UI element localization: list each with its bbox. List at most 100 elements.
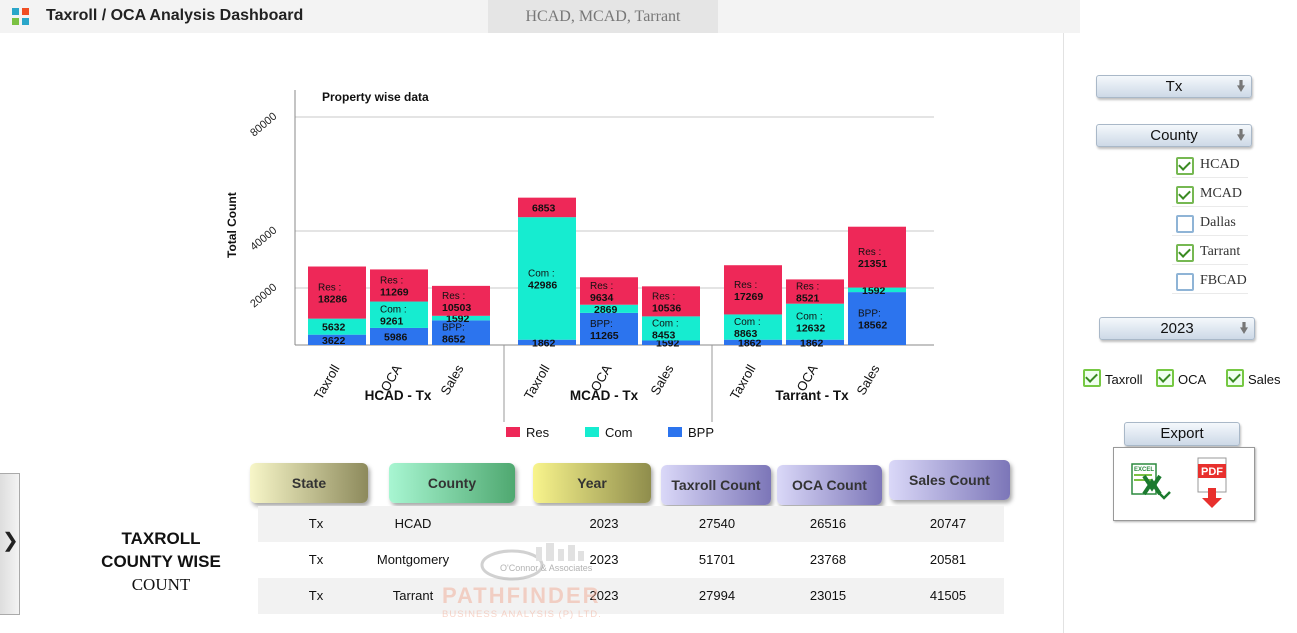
checkbox-empty-icon[interactable] (1176, 273, 1194, 291)
metric-checkbox-oca[interactable]: OCA (1156, 369, 1224, 389)
header-oca-count[interactable]: OCA Count (777, 465, 882, 505)
y-tick-labels: 20000 40000 80000 (248, 110, 279, 310)
y-axis-label: Total Count (225, 192, 239, 258)
data-label-prefix: Res : (318, 283, 341, 294)
dropdown-arrow-icon (1240, 322, 1248, 334)
bar-bpp-2-0[interactable] (724, 339, 782, 345)
bar-bpp-1-2[interactable] (642, 340, 700, 345)
data-label: 11265 (590, 330, 619, 342)
bar-com-1-2[interactable] (642, 316, 700, 341)
bar-com-1-1[interactable] (580, 304, 638, 313)
metric-checkbox-sales[interactable]: Sales (1226, 369, 1294, 389)
table-cell: 20581 (929, 552, 967, 567)
bar-com-2-0[interactable] (724, 314, 782, 340)
data-label: 1862 (800, 337, 824, 349)
data-label-prefix: BPP: (442, 323, 465, 334)
table-row[interactable]: Tx Montgomery 2023 51701 23768 20581 (258, 542, 1004, 578)
chart-gridlines (295, 116, 934, 289)
header-taxroll-count[interactable]: Taxroll Count (661, 465, 771, 505)
header-sales-count[interactable]: Sales Count (889, 460, 1010, 500)
bar-res-1-1[interactable] (580, 277, 638, 305)
bar-res-1-2[interactable] (642, 286, 700, 317)
data-label: 1862 (532, 337, 556, 349)
table-cell: 41505 (929, 588, 967, 603)
bar-com-0-1[interactable] (370, 301, 428, 328)
bar-com-0-2[interactable] (432, 315, 490, 321)
county-checkbox-fbcad[interactable]: FBCAD (1172, 269, 1248, 294)
data-label: 10503 (442, 302, 471, 314)
checkbox-checked-icon[interactable] (1176, 244, 1194, 262)
group-label: Tarrant - Tx (775, 388, 849, 403)
dropdown-arrow-icon (1237, 80, 1245, 92)
year-dropdown[interactable]: 2023 (1099, 317, 1255, 340)
stacked-bar-chart: Property wise data Total Count 20000 4000… (225, 90, 934, 440)
chart-title: Property wise data (322, 90, 429, 104)
header-state[interactable]: State (250, 463, 368, 503)
bar-bpp-0-2[interactable] (432, 320, 490, 345)
export-button[interactable]: Export (1124, 422, 1240, 446)
group-label: MCAD - Tx (570, 388, 639, 403)
legend-swatch-res (506, 427, 520, 437)
checkbox-checked-icon[interactable] (1176, 157, 1194, 175)
group-separators (503, 345, 713, 422)
county-dropdown[interactable]: County (1096, 124, 1252, 147)
bar-res-2-1[interactable] (786, 279, 844, 304)
excel-icon-text: EXCEL (1134, 467, 1154, 473)
bar-res-0-0[interactable] (308, 266, 366, 319)
dashboard-tab[interactable]: HCAD, MCAD, Tarrant (488, 0, 718, 33)
data-label-prefix: Com : (652, 318, 679, 329)
data-label: 8453 (652, 329, 676, 341)
checkbox-empty-icon[interactable] (1176, 215, 1194, 233)
excel-export-icon[interactable]: EXCEL (1130, 462, 1172, 502)
bar-res-2-2[interactable] (848, 226, 906, 288)
table-cell: 27994 (698, 588, 736, 603)
company-watermark-logo: O'Connor & Associates PATHFINDER BUSINES… (442, 543, 601, 619)
county-checkbox-tarrant[interactable]: Tarrant (1172, 240, 1248, 265)
data-label-prefix: Com : (528, 268, 555, 279)
sidebar-toggle[interactable]: ❯ (0, 473, 20, 615)
county-checkbox-hcad[interactable]: HCAD (1172, 153, 1248, 178)
checkbox-checked-icon[interactable] (1083, 369, 1101, 387)
county-label: FBCAD (1200, 273, 1247, 288)
table-cell: 23768 (809, 552, 847, 567)
state-dropdown[interactable]: Tx (1096, 75, 1252, 98)
group-label: HCAD - Tx (365, 388, 432, 403)
data-label-prefix: BPP: (590, 319, 613, 330)
data-label: 18562 (858, 320, 887, 332)
pdf-export-icon[interactable]: PDF (1196, 456, 1230, 510)
bar-bpp-2-1[interactable] (786, 339, 844, 345)
data-label: 8521 (796, 293, 820, 305)
bar-com-2-2[interactable] (848, 287, 906, 293)
header-county[interactable]: County (389, 463, 515, 503)
county-checkbox-dallas[interactable]: Dallas (1172, 211, 1248, 236)
page-title: Taxroll / OCA Analysis Dashboard (46, 7, 304, 24)
bar-com-1-0[interactable] (518, 217, 576, 340)
checkbox-checked-icon[interactable] (1156, 369, 1174, 387)
bar-bpp-2-2[interactable] (848, 292, 906, 345)
bar-bpp-0-1[interactable] (370, 327, 428, 345)
bar-bpp-1-0[interactable] (518, 339, 576, 345)
data-label: 42986 (528, 279, 557, 291)
metric-checkbox-taxroll[interactable]: Taxroll (1083, 369, 1151, 389)
table-row[interactable]: Tx Tarrant 2023 27994 23015 41505 (258, 578, 1004, 614)
bar-bpp-1-1[interactable] (580, 312, 638, 345)
data-label: 9261 (380, 316, 404, 328)
table-cell: 20747 (929, 516, 967, 531)
data-label-prefix: Res : (590, 281, 613, 292)
bar-res-1-0[interactable] (518, 197, 576, 218)
data-label: 1592 (862, 285, 886, 297)
bar-res-0-1[interactable] (370, 269, 428, 302)
checkbox-checked-icon[interactable] (1176, 186, 1194, 204)
data-label-prefix: Res : (858, 247, 881, 258)
bar-res-2-0[interactable] (724, 265, 782, 315)
table-row[interactable]: Tx HCAD 2023 27540 26516 20747 (258, 506, 1004, 542)
bar-com-0-0[interactable] (308, 318, 366, 335)
county-checkbox-mcad[interactable]: MCAD (1172, 182, 1248, 207)
chevron-right-icon: ❯ (2, 530, 19, 552)
header-year[interactable]: Year (533, 463, 651, 503)
y-tick-label: 40000 (248, 224, 279, 253)
bar-bpp-0-0[interactable] (308, 334, 366, 345)
bar-res-0-2[interactable] (432, 285, 490, 316)
checkbox-checked-icon[interactable] (1226, 369, 1244, 387)
bar-com-2-1[interactable] (786, 303, 844, 340)
